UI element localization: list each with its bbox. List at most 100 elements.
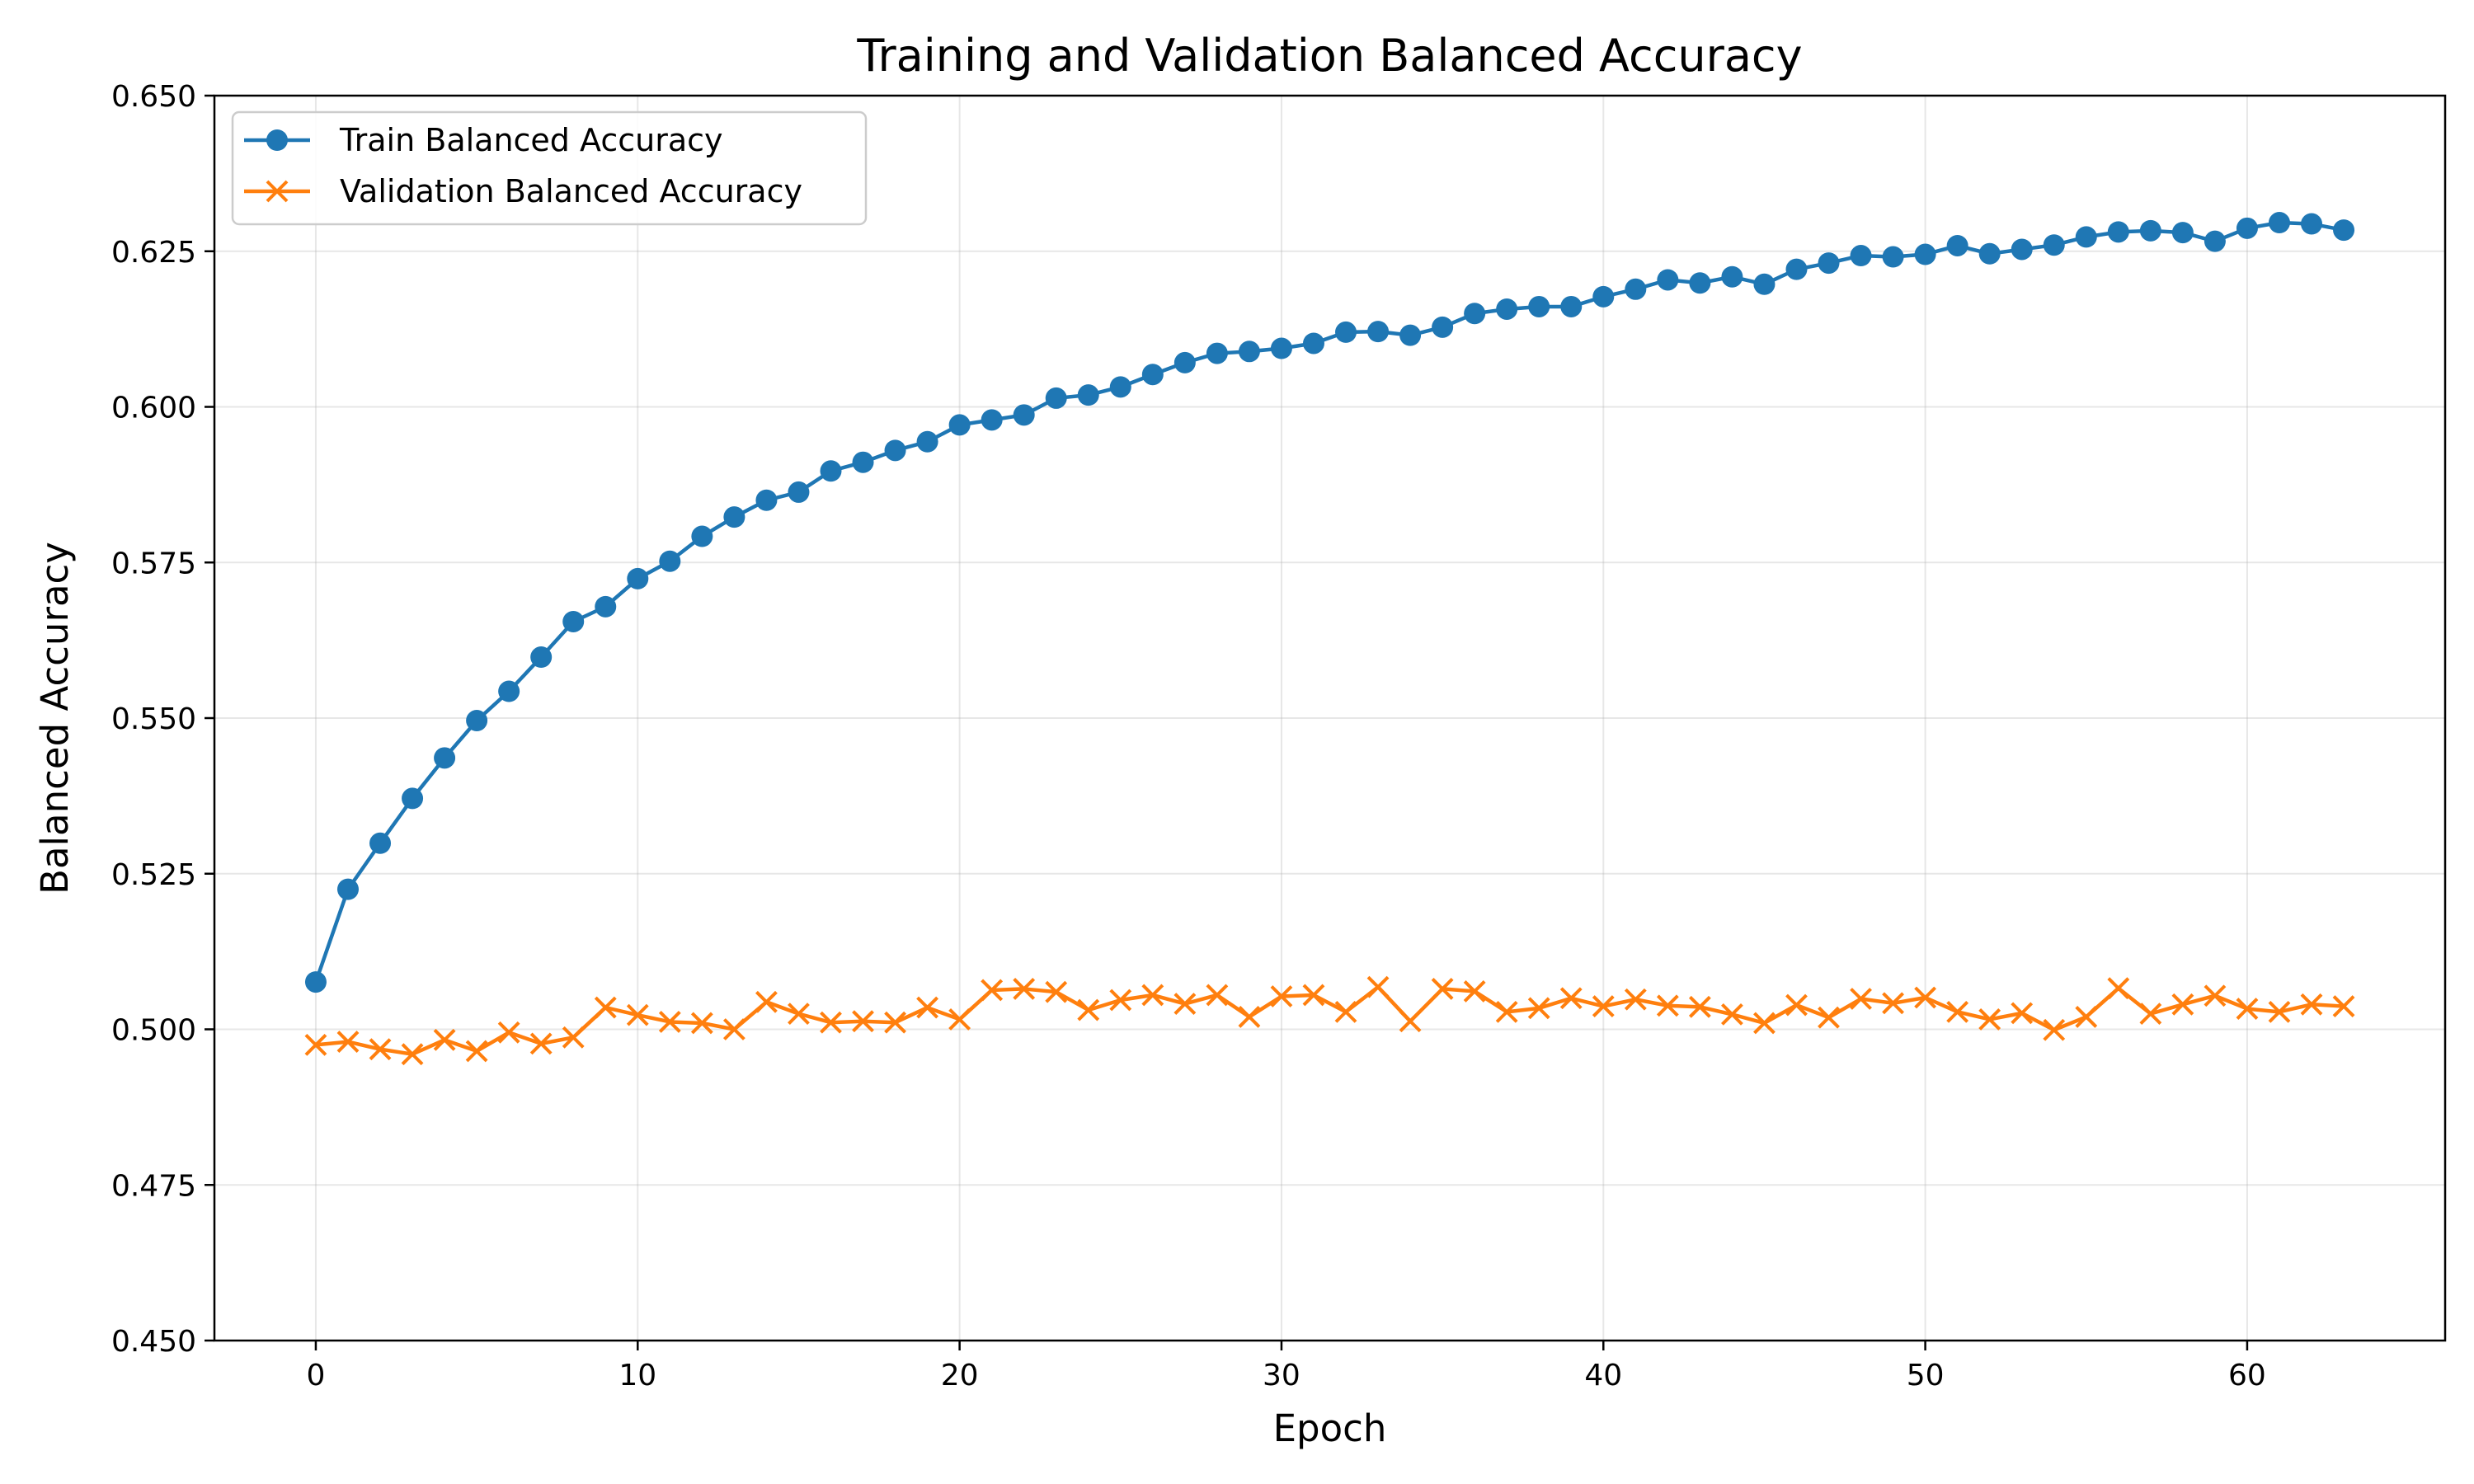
data-point [1753, 1012, 1776, 1035]
data-point [1527, 997, 1550, 1020]
data-point [2236, 217, 2258, 239]
x-tick-label: 50 [1907, 1359, 1945, 1392]
data-point [948, 1008, 971, 1031]
data-point [2171, 993, 2194, 1016]
data-point [1174, 993, 1197, 1015]
data-point [1560, 295, 1583, 317]
data-point [595, 595, 617, 618]
chart-title: Training and Validation Balanced Accurac… [856, 30, 1802, 82]
data-point [1625, 278, 1647, 300]
data-point [1174, 351, 1196, 373]
data-point [529, 1032, 553, 1055]
data-point [1882, 992, 1904, 1015]
y-tick-label: 0.475 [111, 1169, 196, 1203]
data-point [1077, 998, 1100, 1021]
data-point [1270, 337, 1292, 359]
data-point [884, 1011, 906, 1034]
series-train [304, 212, 2355, 993]
data-point [948, 414, 971, 436]
data-point [562, 1026, 585, 1049]
data-point [1045, 387, 1067, 409]
data-point [1914, 243, 1936, 265]
data-point [402, 787, 424, 810]
data-point [1978, 1008, 2001, 1031]
series-validation [304, 975, 2355, 1066]
data-point [1785, 258, 1808, 280]
data-point [820, 1011, 842, 1034]
data-point [916, 430, 938, 453]
data-point [1141, 984, 1164, 1007]
data-point [1688, 995, 1711, 1018]
data-point [2204, 984, 2227, 1007]
y-tick-label: 0.575 [111, 547, 196, 580]
data-point [1978, 242, 2001, 265]
data-point [369, 832, 392, 854]
data-point [1399, 324, 1422, 346]
data-point [1206, 342, 1228, 364]
data-point [498, 680, 520, 702]
data-point [1592, 995, 1615, 1017]
data-point [1721, 265, 1743, 288]
data-point [755, 489, 778, 511]
y-tick-label: 0.450 [111, 1325, 196, 1359]
data-point [1656, 994, 1679, 1017]
data-point [336, 878, 359, 900]
data-point [659, 550, 681, 572]
data-point [723, 506, 745, 528]
data-point [1334, 1000, 1357, 1023]
data-point [2043, 1018, 2066, 1041]
x-tick-label: 20 [941, 1359, 979, 1392]
legend-marker [266, 180, 289, 203]
data-point [2043, 234, 2065, 256]
legend: Train Balanced Accuracy Validation Balanc… [231, 110, 868, 226]
data-point [1463, 980, 1486, 1003]
data-point [2301, 213, 2323, 235]
data-point [2236, 998, 2259, 1020]
data-point [884, 439, 906, 462]
data-point [981, 979, 1004, 1002]
data-point [1077, 384, 1099, 406]
data-point [1850, 245, 1872, 267]
legend-marker [266, 129, 288, 151]
data-point [1592, 285, 1615, 308]
data-point [1366, 975, 1390, 998]
data-point [1302, 984, 1325, 1007]
x-tick-label: 60 [2228, 1359, 2266, 1392]
data-point [1464, 303, 1486, 325]
y-tick-label: 0.525 [111, 858, 196, 892]
legend-label: Validation Balanced Accuracy [340, 173, 802, 209]
y-tick-label: 0.550 [111, 702, 196, 736]
data-point [1753, 273, 1776, 295]
data-point [2333, 219, 2355, 242]
data-point [820, 460, 842, 482]
data-point [1946, 1000, 1969, 1023]
data-point [2011, 238, 2033, 261]
data-point [2332, 995, 2355, 1017]
y-tick-label: 0.650 [111, 80, 196, 114]
data-point [530, 646, 553, 669]
data-point [788, 481, 810, 503]
data-point [1399, 1010, 1422, 1033]
legend-label: Train Balanced Accuracy [339, 122, 723, 158]
x-tick-label: 40 [1584, 1359, 1622, 1392]
data-point [658, 1011, 681, 1033]
series-line [315, 984, 2345, 1056]
data-point [788, 1003, 810, 1026]
data-point [2075, 226, 2097, 248]
data-point [916, 996, 939, 1019]
data-point [1270, 985, 1293, 1007]
axis-ticks: 0 10 20 30 40 50 60 0.450 0.475 0.500 0.525 0.550 0.… [111, 80, 2266, 1392]
data-point [1850, 988, 1872, 1010]
data-point [691, 525, 713, 547]
data-point [594, 996, 617, 1019]
data-point [1689, 272, 1711, 294]
data-point [1720, 1003, 1743, 1026]
data-point [852, 451, 874, 473]
data-point [433, 1028, 456, 1051]
data-point [1367, 321, 1390, 343]
data-point [304, 971, 327, 993]
data-point [497, 1021, 520, 1044]
data-point [401, 1043, 424, 1066]
data-point [1045, 980, 1068, 1003]
legend-box [231, 110, 868, 226]
